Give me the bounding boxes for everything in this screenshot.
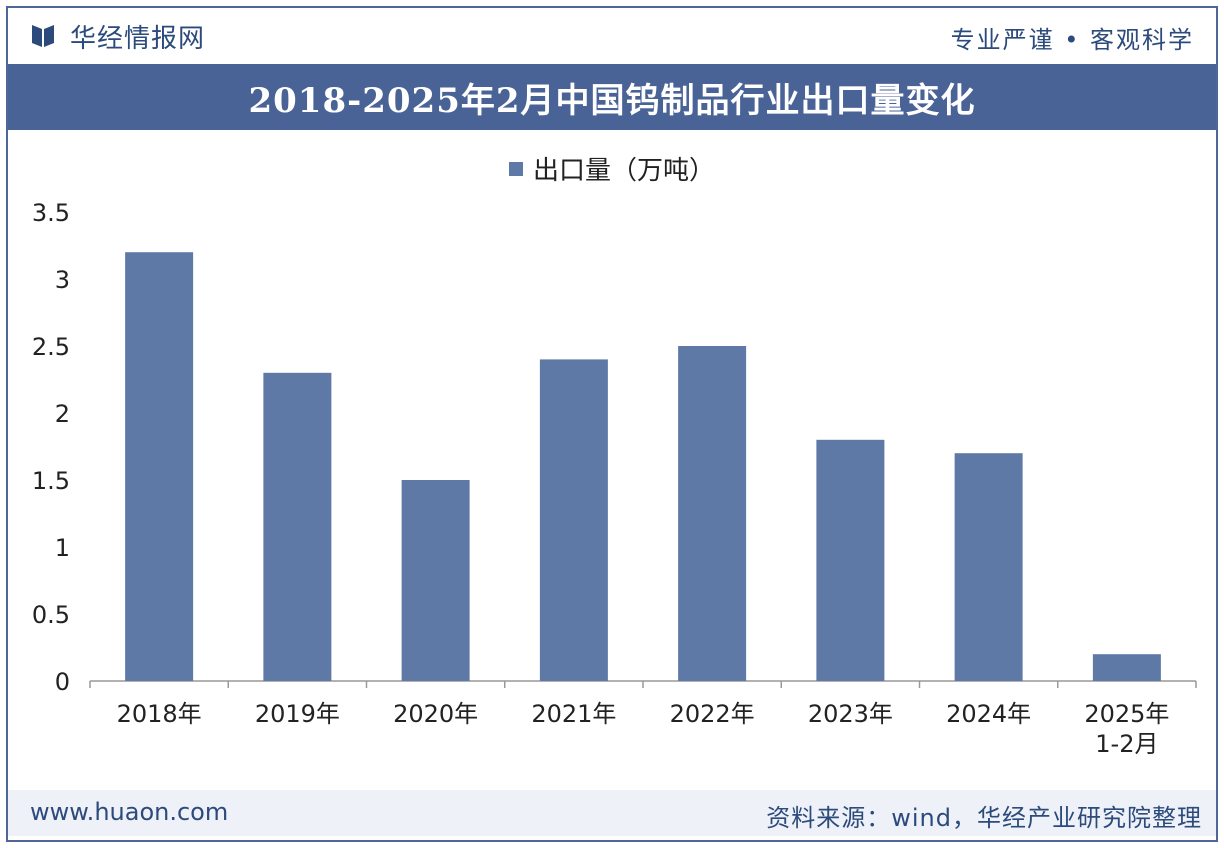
y-tick-label: 0	[55, 668, 70, 696]
x-tick-label: 2025年 1-2月	[1084, 700, 1169, 758]
x-tick-label: 2024年	[946, 700, 1031, 728]
x-tick-label: 2023年	[808, 700, 893, 728]
x-tick-label: 2018年	[117, 700, 202, 728]
title-bar: 2018-2025年2月中国钨制品行业出口量变化	[8, 64, 1216, 130]
bar-7	[954, 453, 1023, 681]
chart-title: 2018-2025年2月中国钨制品行业出口量变化	[248, 80, 976, 121]
legend-label: 出口量（万吨）	[532, 156, 715, 186]
x-tick-label: 2022年	[670, 700, 755, 728]
brand-name: 华经情报网	[70, 23, 206, 54]
legend-swatch	[508, 161, 523, 176]
bar-2	[263, 372, 332, 681]
bar-5	[678, 346, 747, 681]
y-tick-label: 2	[55, 400, 70, 428]
brand-logo: 华经情报网	[32, 18, 205, 54]
slogan: 专业严谨 • 客观科学	[950, 26, 1194, 54]
data-source: 资料来源：wind，华经产业研究院整理	[766, 804, 1202, 832]
bar-4	[539, 359, 608, 681]
bar-8	[1092, 654, 1161, 681]
bar-3	[401, 480, 470, 681]
x-tick-label: 2020年	[393, 700, 478, 728]
chart-legend: 出口量（万吨）	[0, 150, 1224, 187]
footer-bar: www.huaon.com 资料来源：wind，华经产业研究院整理	[8, 790, 1216, 836]
y-tick-label: 3.5	[32, 199, 70, 227]
y-tick-label: 3	[55, 266, 70, 294]
huajing-logo-icon	[32, 25, 54, 47]
bar-6	[816, 439, 885, 681]
y-tick-label: 1	[55, 534, 70, 562]
x-tick-label: 2021年	[531, 700, 616, 728]
y-tick-label: 0.5	[32, 601, 70, 629]
chart-frame: 华经情报网 专业严谨 • 客观科学 2018-2025年2月中国钨制品行业出口量…	[6, 6, 1218, 842]
bar-1	[125, 252, 194, 681]
y-tick-label: 1.5	[32, 467, 70, 495]
website-url: www.huaon.com	[30, 798, 229, 826]
header-bar: 华经情报网 专业严谨 • 客观科学	[8, 8, 1216, 66]
y-tick-label: 2.5	[32, 333, 70, 361]
x-tick-label: 2019年	[255, 700, 340, 728]
